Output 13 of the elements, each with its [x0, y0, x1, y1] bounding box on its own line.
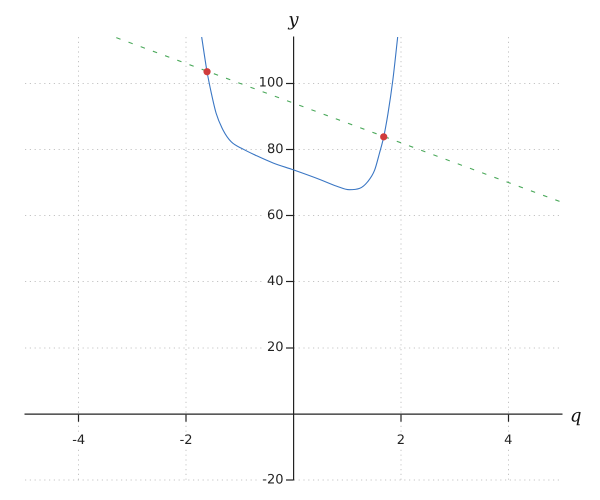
x-tick-label: 4: [504, 433, 512, 448]
y-tick-label: 100: [258, 76, 284, 91]
y-axis-title: y: [287, 10, 300, 31]
x-tick-label: -4: [72, 433, 86, 448]
x-axis-title: q: [570, 406, 582, 427]
y-tick-label: 60: [266, 208, 284, 223]
y-tick-label: 20: [266, 340, 284, 356]
x-tick-label: 2: [396, 433, 406, 448]
y-tick-label: 40: [266, 274, 284, 290]
y-tick-label: 80: [266, 142, 284, 157]
y-tick-label: -20: [262, 472, 284, 488]
x-tick-label: -2: [180, 433, 193, 448]
line-series: [201, 37, 398, 190]
